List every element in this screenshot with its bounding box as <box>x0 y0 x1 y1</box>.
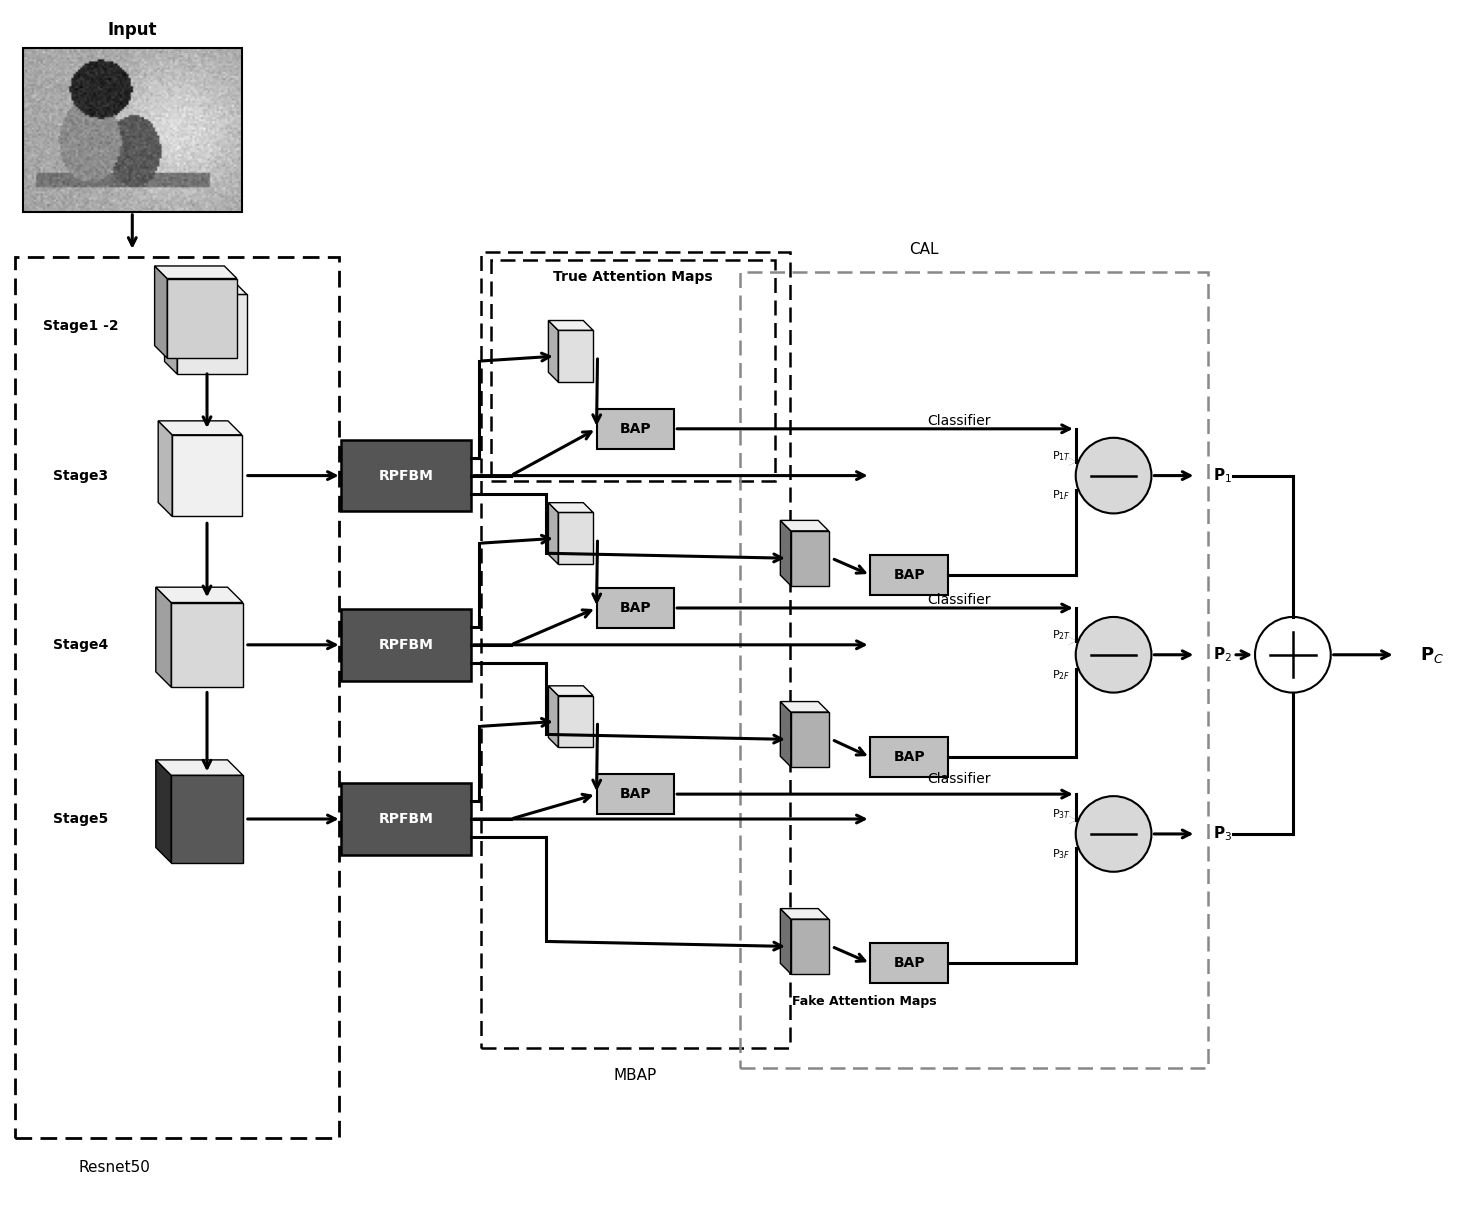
Text: Stage3: Stage3 <box>53 468 108 483</box>
Text: P$_3$: P$_3$ <box>1214 824 1233 843</box>
Text: Fake Attention Maps: Fake Attention Maps <box>792 995 937 1008</box>
Polygon shape <box>548 686 594 696</box>
Polygon shape <box>548 686 558 748</box>
Polygon shape <box>558 330 594 382</box>
Text: P$_1$: P$_1$ <box>1214 466 1233 485</box>
Polygon shape <box>165 282 177 374</box>
Polygon shape <box>781 909 791 974</box>
Text: P$_{1F}$: P$_{1F}$ <box>1052 489 1071 502</box>
Polygon shape <box>156 760 171 863</box>
Text: Resnet50: Resnet50 <box>78 1160 150 1175</box>
Polygon shape <box>171 776 243 863</box>
Bar <box>22 47 242 212</box>
Text: P$_{3T}$: P$_{3T}$ <box>1052 807 1071 820</box>
Text: BAP: BAP <box>620 601 651 615</box>
Polygon shape <box>155 266 237 278</box>
Polygon shape <box>548 502 594 512</box>
Text: P$_2$: P$_2$ <box>1214 645 1233 664</box>
Bar <box>597 588 675 628</box>
Polygon shape <box>156 587 171 687</box>
Polygon shape <box>781 520 829 531</box>
Text: Classifier: Classifier <box>928 414 991 428</box>
Bar <box>871 737 949 777</box>
Bar <box>342 783 471 854</box>
Text: Stage5: Stage5 <box>53 812 108 826</box>
Text: BAP: BAP <box>620 788 651 801</box>
Circle shape <box>1075 617 1152 692</box>
Polygon shape <box>781 909 829 920</box>
Polygon shape <box>158 421 172 517</box>
Polygon shape <box>791 531 829 586</box>
Polygon shape <box>156 587 243 603</box>
Polygon shape <box>158 421 242 434</box>
Polygon shape <box>791 920 829 974</box>
Text: P$_{2T}$: P$_{2T}$ <box>1052 628 1071 641</box>
Bar <box>871 555 949 595</box>
Polygon shape <box>155 266 166 358</box>
Bar <box>739 271 1208 1068</box>
Bar <box>482 252 790 1048</box>
Text: BAP: BAP <box>894 569 925 582</box>
Text: True Attention Maps: True Attention Maps <box>552 270 713 283</box>
Circle shape <box>1075 438 1152 513</box>
Polygon shape <box>548 502 558 564</box>
Bar <box>15 257 339 1137</box>
Text: MBAP: MBAP <box>614 1068 657 1083</box>
Polygon shape <box>548 321 558 382</box>
Text: P$_C$: P$_C$ <box>1420 645 1445 664</box>
Polygon shape <box>781 702 791 767</box>
Polygon shape <box>781 520 791 586</box>
Polygon shape <box>171 603 243 687</box>
Polygon shape <box>166 278 237 358</box>
Bar <box>342 609 471 681</box>
Text: RPFBM: RPFBM <box>379 638 433 652</box>
Text: P$_{3F}$: P$_{3F}$ <box>1052 847 1071 860</box>
Text: Stage1 -2: Stage1 -2 <box>43 319 118 333</box>
Circle shape <box>1075 796 1152 871</box>
Polygon shape <box>781 702 829 711</box>
Polygon shape <box>791 711 829 767</box>
Polygon shape <box>172 434 242 517</box>
Text: BAP: BAP <box>894 956 925 970</box>
Text: Input: Input <box>108 21 158 39</box>
Polygon shape <box>548 321 594 330</box>
Polygon shape <box>558 696 594 748</box>
Text: Classifier: Classifier <box>928 593 991 607</box>
Text: RPFBM: RPFBM <box>379 468 433 483</box>
Text: BAP: BAP <box>620 422 651 436</box>
Circle shape <box>1255 617 1330 692</box>
Bar <box>597 409 675 449</box>
Polygon shape <box>558 512 594 564</box>
Bar <box>871 944 949 984</box>
Bar <box>342 439 471 512</box>
Polygon shape <box>177 294 247 374</box>
Text: Stage4: Stage4 <box>53 638 108 652</box>
Text: BAP: BAP <box>894 750 925 765</box>
Text: CAL: CAL <box>909 242 940 258</box>
Bar <box>597 774 675 814</box>
Text: Classifier: Classifier <box>928 772 991 786</box>
Text: P$_{2F}$: P$_{2F}$ <box>1052 668 1071 681</box>
Polygon shape <box>156 760 243 776</box>
Bar <box>491 260 775 480</box>
Text: RPFBM: RPFBM <box>379 812 433 826</box>
Text: P$_{1T}$: P$_{1T}$ <box>1052 449 1071 462</box>
Polygon shape <box>165 282 247 294</box>
